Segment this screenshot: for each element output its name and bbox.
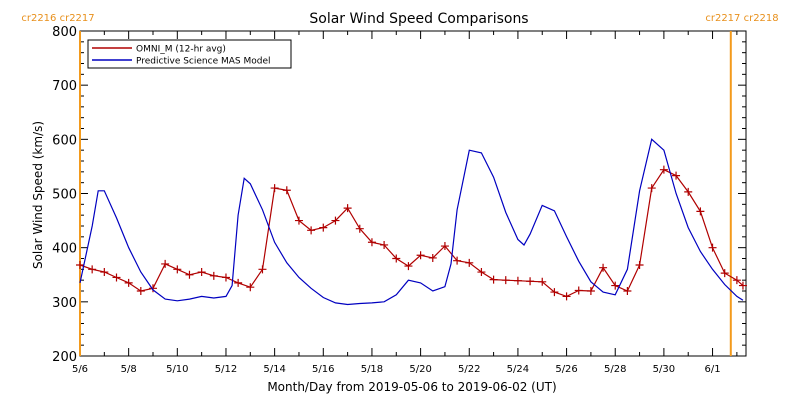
series-point: [738, 281, 747, 290]
x-tick-label: 5/14: [263, 364, 285, 375]
legend-entry: Predictive Science MAS Model: [136, 57, 271, 67]
plot-border: [79, 30, 747, 357]
series-point: [307, 226, 316, 235]
series-point: [684, 187, 693, 196]
series-point: [355, 224, 364, 233]
series-line: [79, 168, 744, 298]
series-point: [538, 277, 547, 286]
series-line: [79, 138, 744, 306]
series-point: [380, 240, 389, 249]
series-point: [173, 265, 182, 274]
x-tick-label: 5/10: [166, 364, 188, 375]
y-tick-label: 700: [52, 79, 77, 94]
series-point: [599, 263, 608, 272]
series-point: [136, 287, 145, 295]
series-point: [124, 278, 133, 287]
series-point: [197, 268, 206, 277]
series-point: [453, 256, 462, 265]
series-point: [209, 271, 218, 280]
series-point: [331, 216, 340, 225]
y-tick-label: 800: [52, 25, 77, 40]
series-point: [76, 261, 84, 269]
series-point: [258, 265, 267, 274]
series-point: [404, 262, 413, 271]
series-point: [574, 286, 583, 295]
x-tick-label: 5/16: [312, 364, 334, 375]
series-point: [100, 268, 109, 277]
series-point: [647, 184, 656, 193]
series-point: [294, 216, 303, 225]
y-tick-label: 500: [52, 188, 77, 203]
axis-ticks: 200 300 400 500 600 700 800 5/6 5/8 5/10 5/12 5/14 5…: [52, 25, 746, 375]
series-point: [732, 276, 741, 285]
legend: OMNI_M (12-hr avg) Predictive Science MAS…: [87, 39, 292, 69]
series-point: [392, 254, 401, 263]
x-tick-label: 5/22: [458, 364, 480, 375]
series-point: [440, 242, 449, 251]
legend-entry: OMNI_M (12-hr avg): [136, 45, 226, 55]
series-point: [489, 275, 498, 284]
series-point: [696, 207, 705, 216]
series-point: [246, 283, 255, 292]
plot-frame: [79, 30, 747, 357]
series-point: [513, 276, 522, 285]
series-point: [148, 284, 157, 293]
carrington-label: cr2217 cr2218: [705, 13, 778, 24]
y-axis-label: Solar Wind Speed (km/s): [31, 121, 45, 269]
x-tick-label: 5/24: [507, 364, 529, 375]
series-point: [659, 165, 668, 174]
series-point: [343, 204, 352, 213]
series-point: [477, 268, 486, 277]
series-point: [720, 269, 729, 278]
series-point: [623, 287, 632, 295]
series-point: [526, 277, 535, 286]
x-axis-label: Month/Day from 2019-05-06 to 2019-06-02 …: [267, 380, 556, 394]
y-tick-label: 300: [52, 296, 77, 311]
x-tick-label: 5/30: [653, 364, 675, 375]
series-point: [416, 251, 425, 260]
y-tick-label: 200: [52, 350, 77, 365]
x-tick-label: 6/1: [705, 364, 721, 375]
series-point: [635, 261, 644, 269]
x-tick-label: 5/28: [604, 364, 626, 375]
series-point: [708, 243, 717, 252]
carrington-label: cr2216 cr2217: [21, 13, 94, 24]
y-tick-label: 400: [52, 242, 77, 257]
series-point: [428, 253, 437, 262]
x-tick-label: 5/26: [555, 364, 577, 375]
series-point: [112, 273, 121, 282]
x-tick-label: 5/6: [72, 364, 88, 375]
x-tick-label: 5/18: [361, 364, 383, 375]
series-point: [270, 184, 279, 193]
series-point: [319, 223, 328, 232]
series-point: [586, 287, 595, 295]
x-tick-label: 5/20: [409, 364, 431, 375]
legend-box: [87, 39, 292, 69]
series-point: [234, 278, 243, 287]
series-point: [562, 292, 571, 301]
series-point: [465, 258, 474, 267]
x-tick-label: 5/8: [121, 364, 137, 375]
series-point: [185, 270, 194, 279]
carrington-markers: cr2216 cr2217 cr2217 cr2218: [21, 13, 779, 356]
series-point: [501, 276, 510, 285]
series-point: [367, 238, 376, 247]
y-tick-label: 600: [52, 133, 77, 148]
chart-title: Solar Wind Speed Comparisons: [309, 11, 528, 27]
data-series: [76, 138, 747, 306]
series-point: [550, 288, 559, 297]
series-point: [161, 259, 170, 268]
series-point: [282, 186, 291, 195]
series-point: [88, 265, 97, 274]
series-point: [221, 273, 230, 282]
series-point: [611, 281, 620, 290]
x-tick-label: 5/12: [215, 364, 237, 375]
series-point: [672, 171, 681, 180]
